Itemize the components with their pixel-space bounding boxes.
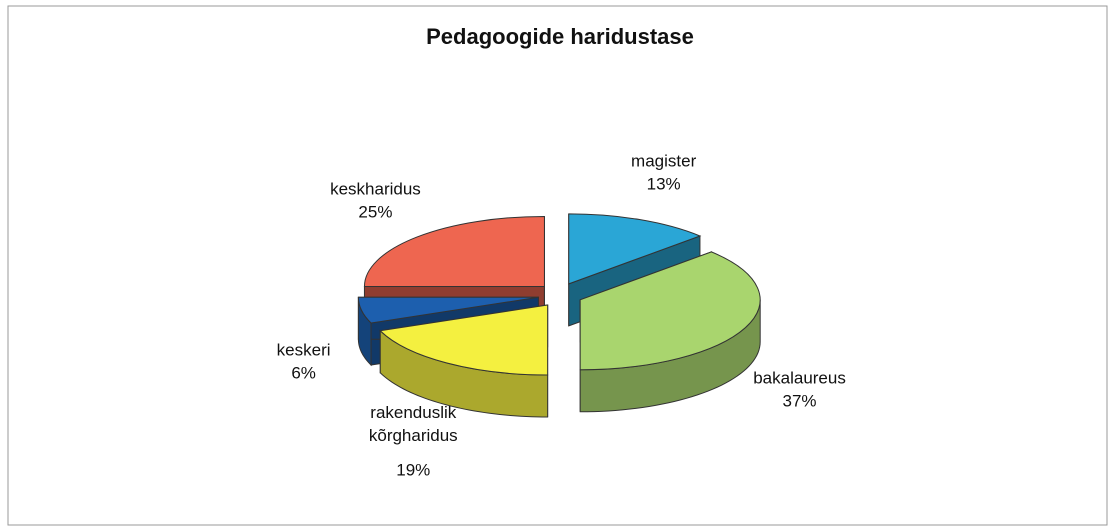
slice-label: magister <box>631 151 697 171</box>
value-label: 37% <box>782 391 817 411</box>
value-label: 25% <box>358 202 393 222</box>
value-label: 19% <box>396 460 431 479</box>
slice-label: keskeri <box>276 340 331 360</box>
slice-label: rakenduslik kõrgharidus <box>368 402 458 445</box>
slice-top <box>379 304 549 376</box>
slice <box>379 304 549 418</box>
slice-label: keskharidus <box>330 179 421 199</box>
slice <box>579 251 761 413</box>
chart-title: Pedagoogide haridustase <box>426 24 694 49</box>
value-label: 6% <box>291 363 316 383</box>
slice-top <box>357 296 539 324</box>
slice-label: bakalaureus <box>753 368 846 388</box>
frame <box>7 5 1108 526</box>
value-label: 13% <box>646 174 681 194</box>
slice-top <box>363 215 545 287</box>
slice-top <box>579 251 761 371</box>
slice-top <box>568 213 702 285</box>
